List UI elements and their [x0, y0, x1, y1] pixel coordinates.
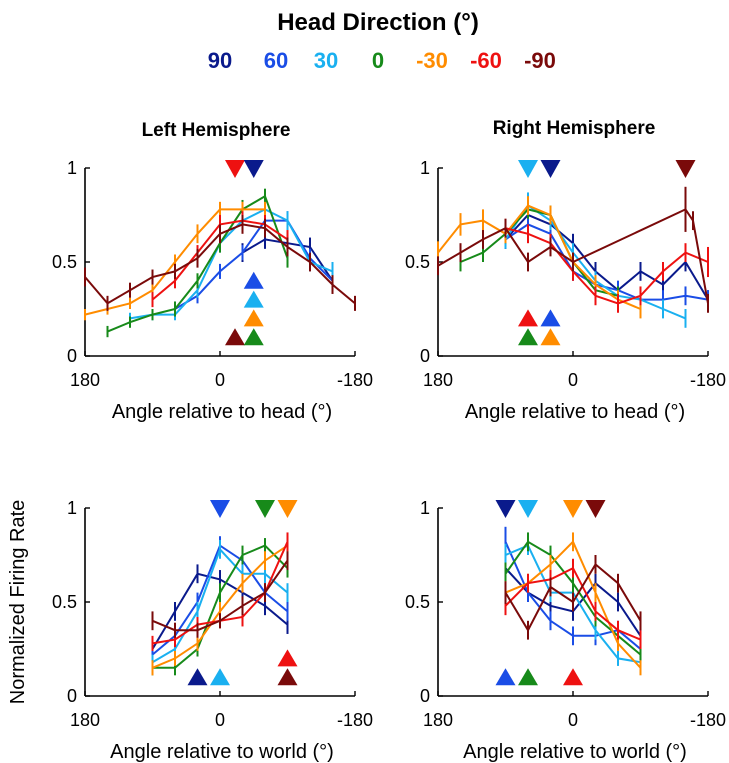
peak-direction-marker: [243, 290, 264, 308]
peak-direction-marker: [187, 668, 208, 686]
legend-entry: 0: [372, 48, 384, 73]
x-axis-label: Angle relative to head (°): [465, 401, 685, 423]
y-tick-label: 0: [67, 346, 77, 366]
x-tick-label: 180: [423, 710, 453, 730]
y-tick-label: 1: [420, 498, 430, 518]
series-line: [129, 208, 333, 320]
y-tick-label: 0: [67, 686, 77, 706]
preferred-direction-marker: [243, 160, 264, 178]
series-7: [504, 555, 642, 640]
legend-entry: 60: [264, 48, 288, 73]
y-tick-label: 0.5: [405, 592, 430, 612]
preferred-direction-marker: [210, 500, 230, 518]
preferred-direction-marker: [255, 500, 275, 518]
peak-direction-marker: [210, 668, 230, 686]
preferred-direction-marker: [277, 500, 298, 518]
series-line: [437, 204, 641, 310]
x-axis-label: Angle relative to world (°): [463, 741, 687, 763]
legend-title: Head Direction (°): [277, 9, 479, 36]
y-tick-label: 0.5: [405, 252, 430, 272]
shared-ylabel: Normalized Firing Rate: [7, 500, 29, 705]
x-tick-label: 0: [568, 710, 578, 730]
x-tick-label: 180: [70, 370, 100, 390]
x-tick-label: 180: [70, 710, 100, 730]
y-tick-label: 0: [420, 346, 430, 366]
x-tick-label: -180: [690, 370, 726, 390]
x-tick-label: -180: [337, 710, 373, 730]
peak-direction-marker: [518, 309, 538, 327]
panel-title: Right Hemisphere: [493, 118, 656, 139]
series-7: [84, 215, 356, 311]
preferred-direction-marker: [225, 160, 245, 178]
series-line: [174, 219, 334, 310]
preferred-direction-marker: [518, 500, 538, 518]
preferred-direction-marker: [563, 500, 583, 518]
peak-direction-marker: [518, 668, 538, 686]
series-2: [504, 215, 709, 309]
preferred-direction-marker: [540, 160, 561, 178]
legend-entry: -90: [524, 48, 556, 73]
x-axis-label: Angle relative to head (°): [112, 401, 332, 423]
panel-title: Left Hemisphere: [142, 120, 291, 141]
y-tick-label: 0.5: [52, 252, 77, 272]
peak-direction-marker: [540, 328, 561, 346]
series-6: [504, 218, 709, 313]
x-tick-label: -180: [690, 710, 726, 730]
series-7: [151, 551, 289, 638]
x-tick-label: 0: [568, 370, 578, 390]
x-tick-label: 0: [215, 370, 225, 390]
y-tick-label: 1: [67, 158, 77, 178]
x-tick-label: 180: [423, 370, 453, 390]
peak-direction-marker: [563, 668, 583, 686]
series-line: [504, 213, 709, 301]
series-7: [437, 186, 709, 313]
peak-direction-marker: [518, 328, 538, 346]
preferred-direction-marker: [518, 160, 538, 178]
peak-direction-marker: [225, 328, 245, 346]
x-tick-label: 0: [215, 710, 225, 730]
series-line: [437, 208, 709, 304]
legend-entry: 90: [208, 48, 232, 73]
y-tick-label: 1: [67, 498, 77, 518]
y-tick-label: 1: [420, 158, 430, 178]
preferred-direction-marker: [585, 500, 606, 518]
peak-direction-marker: [277, 668, 298, 686]
legend-entries: 90 60 30 0 -30 -60 -90: [208, 48, 556, 73]
peak-direction-marker: [540, 309, 561, 327]
series-line: [505, 227, 709, 305]
series-line: [460, 208, 619, 297]
peak-direction-marker: [243, 271, 264, 289]
y-tick-label: 0: [420, 686, 430, 706]
peak-direction-marker: [495, 668, 516, 686]
peak-direction-marker: [243, 309, 264, 327]
peak-direction-marker: [243, 328, 264, 346]
x-axis-label: Angle relative to world (°): [110, 741, 334, 763]
preferred-direction-marker: [495, 500, 516, 518]
legend-entry: 30: [314, 48, 338, 73]
legend-entry: -60: [470, 48, 502, 73]
x-tick-label: -180: [337, 370, 373, 390]
preferred-direction-marker: [675, 160, 696, 178]
y-tick-label: 0.5: [52, 592, 77, 612]
legend-entry: -30: [416, 48, 448, 73]
peak-direction-marker: [277, 649, 298, 667]
